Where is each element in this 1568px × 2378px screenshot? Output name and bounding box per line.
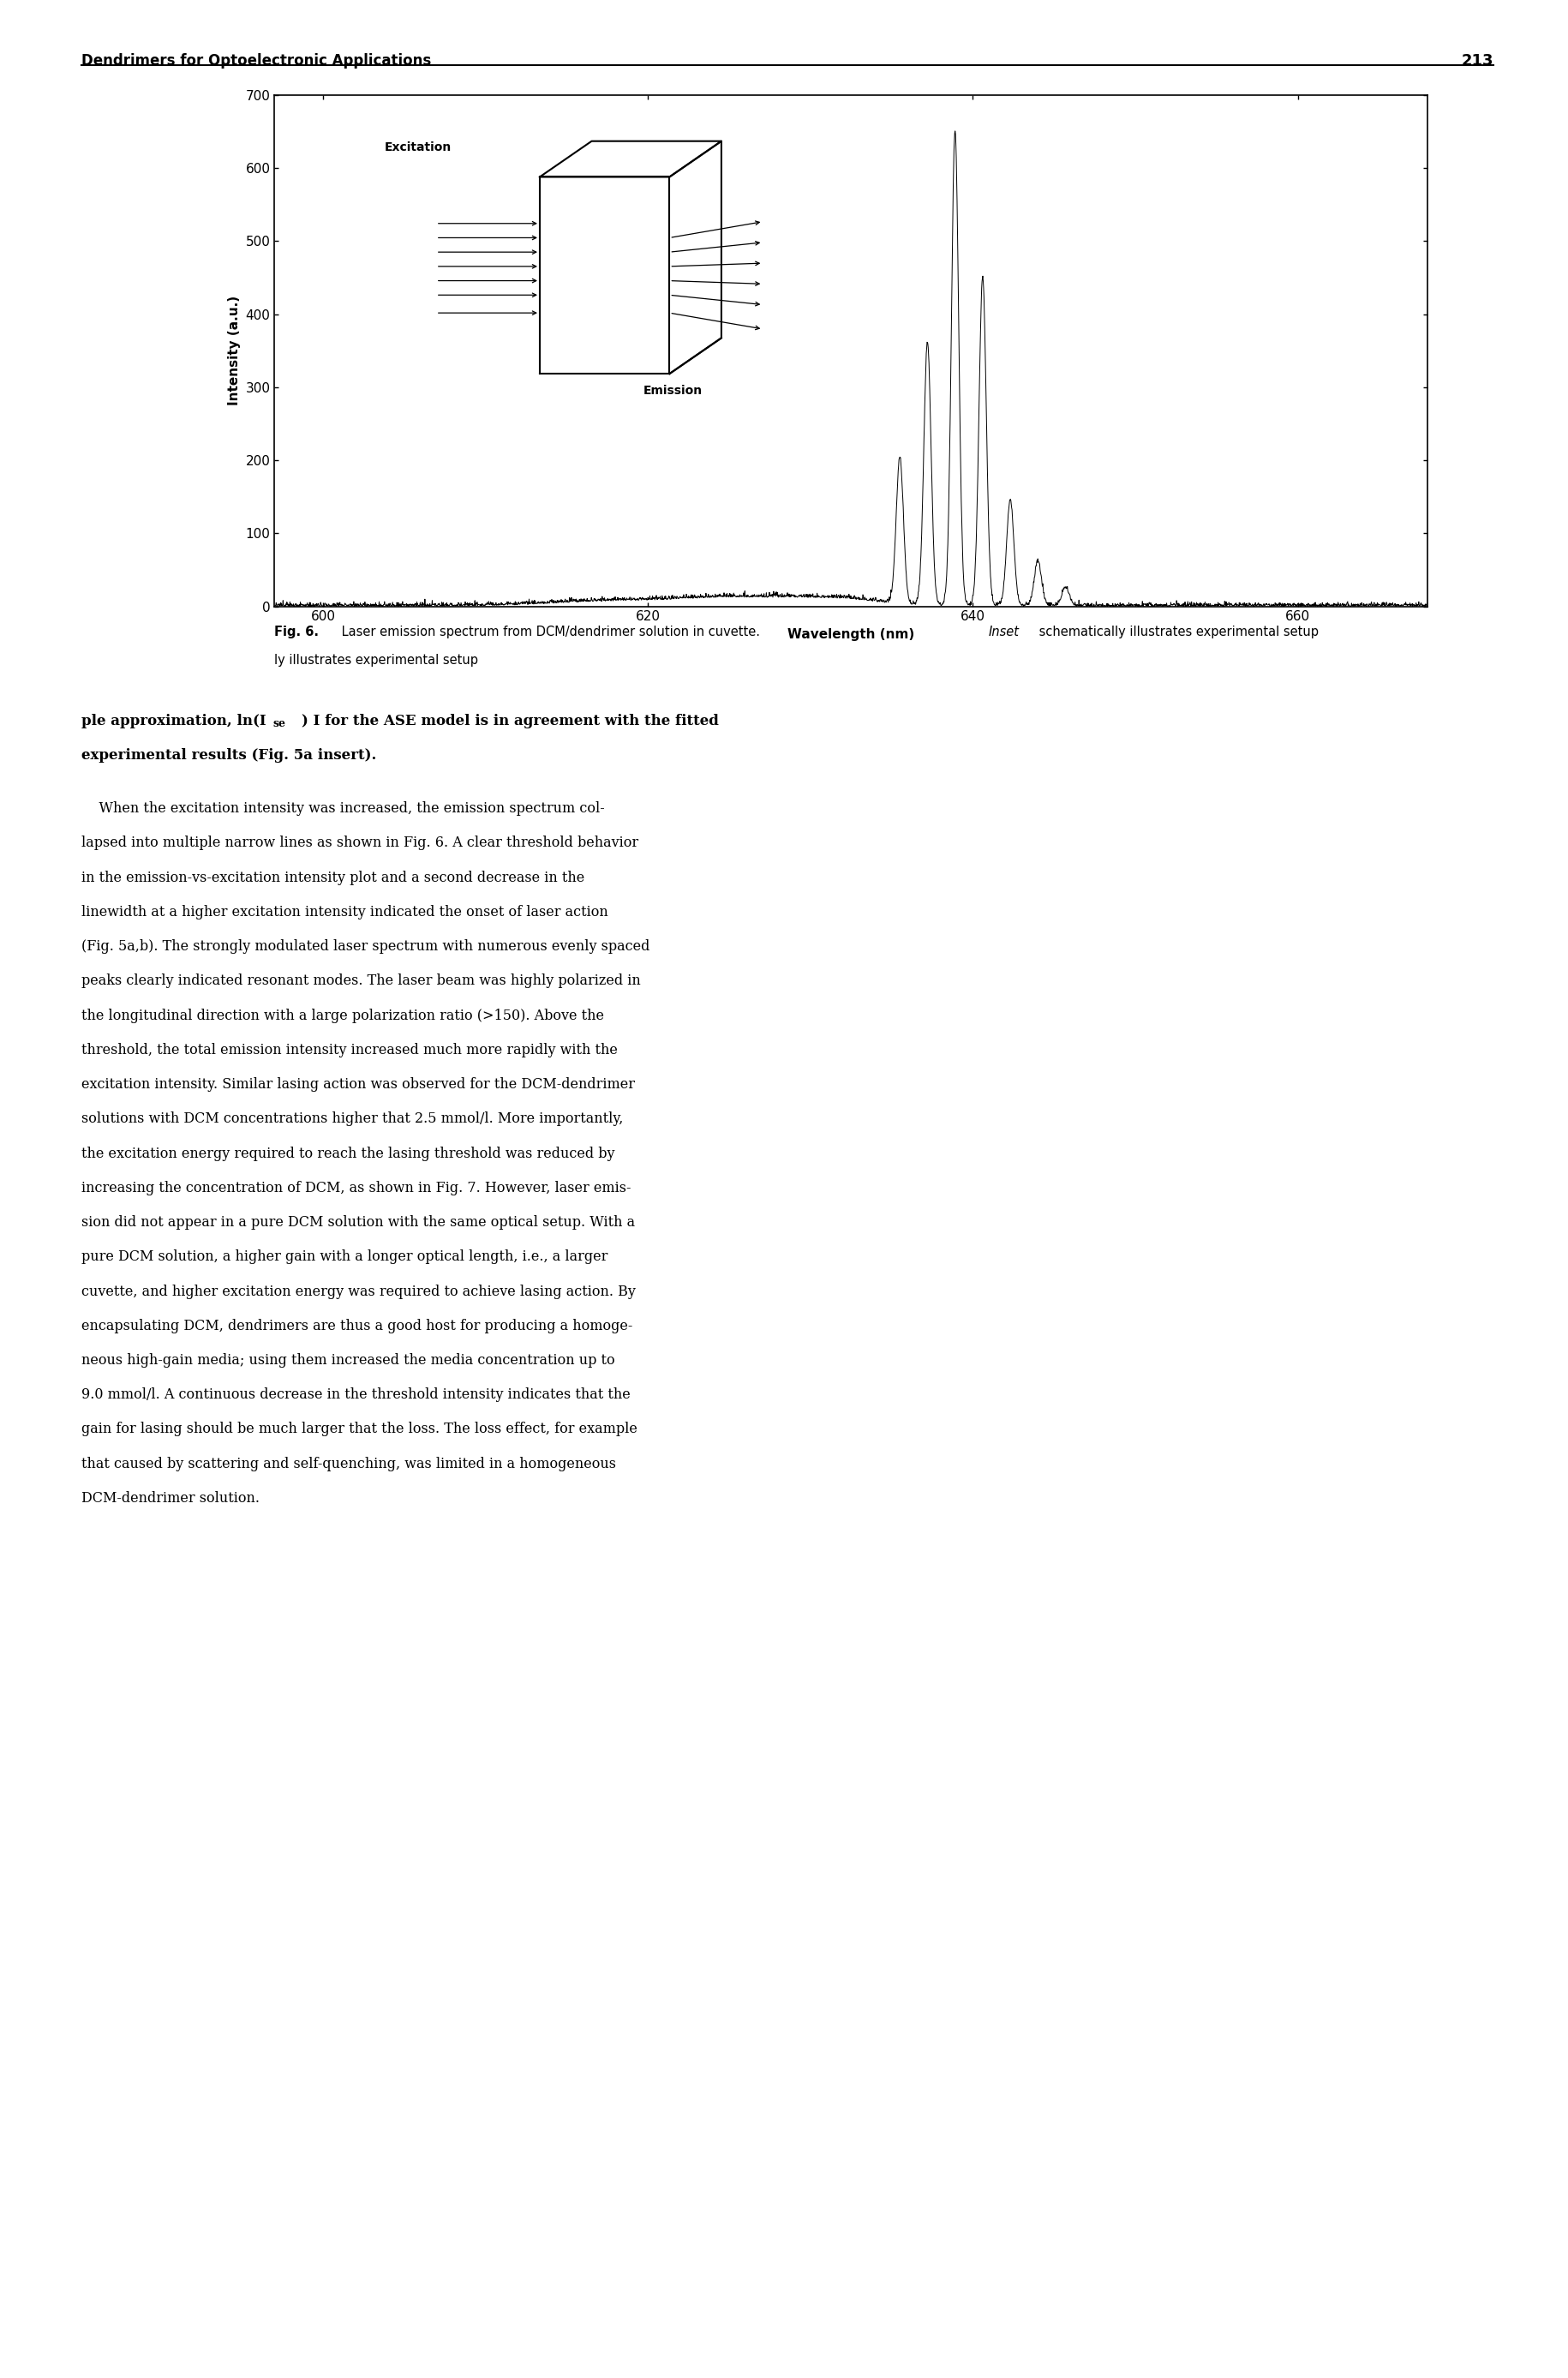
Text: se: se [273, 718, 285, 730]
Text: the excitation energy required to reach the lasing threshold was reduced by: the excitation energy required to reach … [82, 1146, 615, 1160]
Text: in the emission-vs-excitation intensity plot and a second decrease in the: in the emission-vs-excitation intensity … [82, 870, 585, 885]
Text: lapsed into multiple narrow lines as shown in Fig. 6. A clear threshold behavior: lapsed into multiple narrow lines as sho… [82, 837, 638, 851]
Text: cuvette, and higher excitation energy was required to achieve lasing action. By: cuvette, and higher excitation energy wa… [82, 1284, 635, 1298]
Text: Laser emission spectrum from DCM/dendrimer solution in cuvette.: Laser emission spectrum from DCM/dendrim… [337, 625, 764, 637]
Y-axis label: Intensity (a.u.): Intensity (a.u.) [227, 295, 240, 407]
Text: sion did not appear in a pure DCM solution with the same optical setup. With a: sion did not appear in a pure DCM soluti… [82, 1215, 635, 1229]
Text: that caused by scattering and self-quenching, was limited in a homogeneous: that caused by scattering and self-quenc… [82, 1455, 616, 1472]
Text: increasing the concentration of DCM, as shown in Fig. 7. However, laser emis-: increasing the concentration of DCM, as … [82, 1182, 630, 1196]
Text: When the excitation intensity was increased, the emission spectrum col-: When the excitation intensity was increa… [82, 801, 605, 816]
Text: neous high-gain media; using them increased the media concentration up to: neous high-gain media; using them increa… [82, 1353, 615, 1367]
Text: encapsulating DCM, dendrimers are thus a good host for producing a homoge-: encapsulating DCM, dendrimers are thus a… [82, 1317, 632, 1334]
Text: pure DCM solution, a higher gain with a longer optical length, i.e., a larger: pure DCM solution, a higher gain with a … [82, 1251, 608, 1265]
Text: threshold, the total emission intensity increased much more rapidly with the: threshold, the total emission intensity … [82, 1044, 618, 1058]
Text: schematically illustrates experimental setup: schematically illustrates experimental s… [1035, 625, 1319, 637]
Text: excitation intensity. Similar lasing action was observed for the DCM-dendrimer: excitation intensity. Similar lasing act… [82, 1077, 635, 1092]
Text: DCM-dendrimer solution.: DCM-dendrimer solution. [82, 1491, 260, 1505]
Text: (Fig. 5a,b). The strongly modulated laser spectrum with numerous evenly spaced: (Fig. 5a,b). The strongly modulated lase… [82, 939, 649, 954]
Text: gain for lasing should be much larger that the loss. The loss effect, for exampl: gain for lasing should be much larger th… [82, 1422, 637, 1436]
Text: the longitudinal direction with a large polarization ratio (>150). Above the: the longitudinal direction with a large … [82, 1008, 604, 1023]
Text: Inset: Inset [988, 625, 1019, 637]
Text: Dendrimers for Optoelectronic Applications: Dendrimers for Optoelectronic Applicatio… [82, 52, 431, 69]
Text: Fig. 6.: Fig. 6. [274, 625, 318, 637]
Text: solutions with DCM concentrations higher that 2.5 mmol/l. More importantly,: solutions with DCM concentrations higher… [82, 1113, 622, 1127]
Text: ly illustrates experimental setup: ly illustrates experimental setup [274, 654, 478, 666]
Text: linewidth at a higher excitation intensity indicated the onset of laser action: linewidth at a higher excitation intensi… [82, 906, 608, 920]
Text: experimental results (Fig. 5a insert).: experimental results (Fig. 5a insert). [82, 747, 376, 763]
Text: peaks clearly indicated resonant modes. The laser beam was highly polarized in: peaks clearly indicated resonant modes. … [82, 975, 640, 989]
Text: ) I for the ASE model is in agreement with the fitted: ) I for the ASE model is in agreement wi… [301, 713, 718, 728]
Text: 9.0 mmol/l. A continuous decrease in the threshold intensity indicates that the: 9.0 mmol/l. A continuous decrease in the… [82, 1389, 630, 1403]
Text: ple approximation, ln(I: ple approximation, ln(I [82, 713, 267, 728]
Text: 213: 213 [1461, 52, 1493, 69]
X-axis label: Wavelength (nm): Wavelength (nm) [787, 628, 914, 642]
